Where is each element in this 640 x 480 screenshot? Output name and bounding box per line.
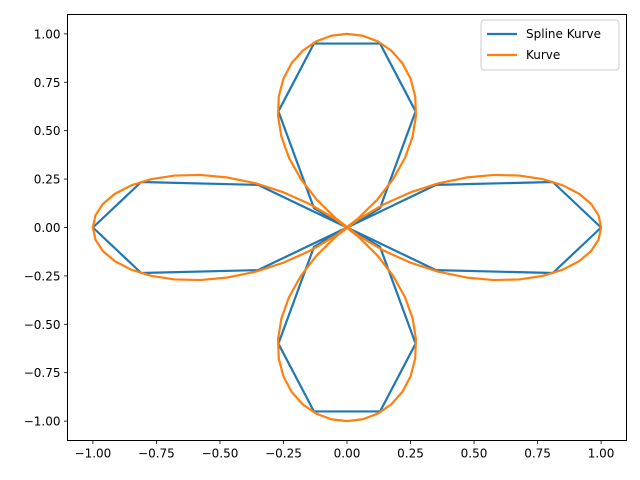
y-tick-label: 1.00	[34, 27, 61, 41]
x-tick-label: −0.50	[202, 447, 239, 461]
x-axis: −1.00 −0.75 −0.50 −0.25 0.00 0.25 0.50 0.75 1.00	[75, 440, 615, 461]
x-tick-label: −0.75	[138, 447, 175, 461]
legend: Spline Kurve Kurve	[480, 19, 620, 71]
legend-label-kurve: Kurve	[526, 48, 560, 62]
y-tick-label: −0.50	[24, 318, 61, 332]
y-tick-label: 0.25	[34, 173, 61, 187]
plot-area	[91, 32, 603, 423]
y-tick-label: −1.00	[24, 415, 61, 429]
x-tick-label: 1.00	[588, 447, 615, 461]
legend-box	[480, 19, 620, 71]
x-tick-label: −1.00	[75, 447, 112, 461]
x-tick-label: 0.00	[334, 447, 361, 461]
y-tick-label: 0.75	[34, 76, 61, 90]
x-tick-label: 0.50	[461, 447, 488, 461]
x-tick-label: −0.25	[265, 447, 302, 461]
x-tick-label: 0.75	[524, 447, 551, 461]
series-line-kurve	[91, 32, 603, 423]
y-tick-label: −0.25	[24, 269, 61, 283]
y-tick-label: 0.00	[34, 221, 61, 235]
y-tick-label: −0.75	[24, 366, 61, 380]
axes-frame	[67, 14, 627, 441]
legend-label-spline-kurve: Spline Kurve	[526, 27, 601, 41]
y-axis: −1.00 −0.75 −0.50 −0.25 0.00 0.25 0.50 0.75 1.00	[24, 27, 68, 429]
y-tick-label: 0.50	[34, 124, 61, 138]
x-tick-label: 0.25	[397, 447, 424, 461]
